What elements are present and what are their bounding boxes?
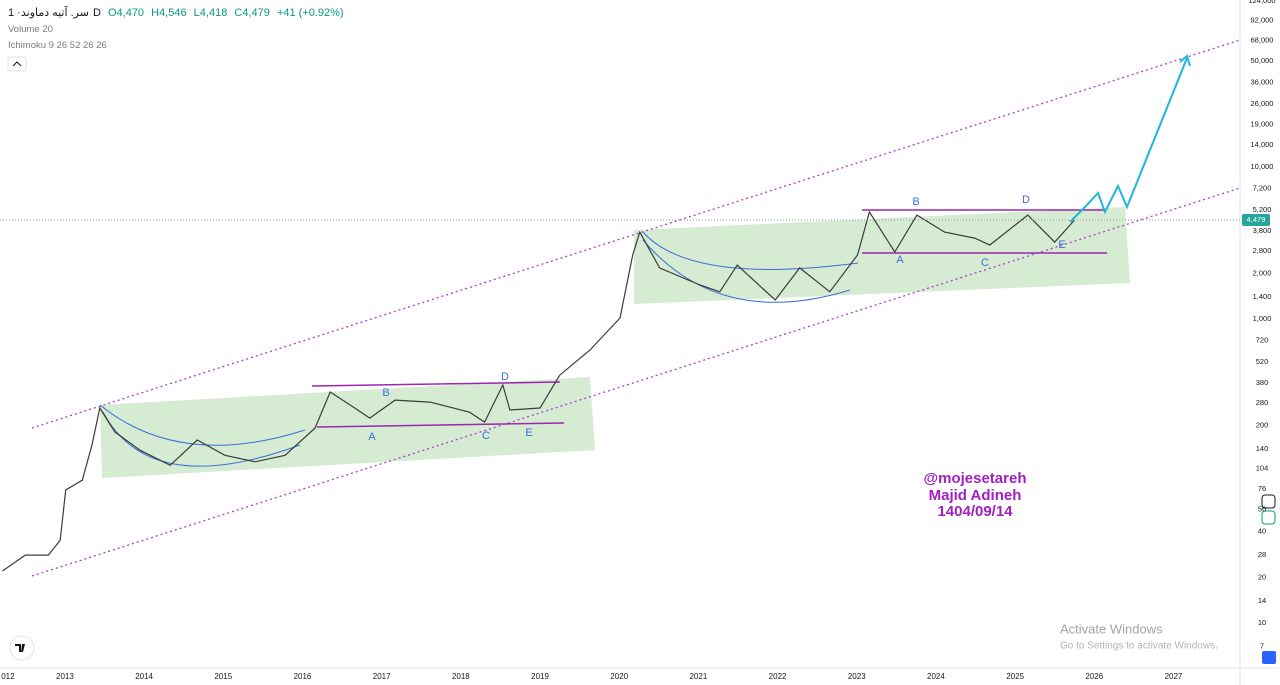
cup-arc bbox=[642, 231, 859, 270]
last-price-label: 4,479 bbox=[1247, 215, 1266, 224]
indicator[interactable]: Ichimoku 9 26 52 26 26 bbox=[8, 40, 107, 51]
y-tick-label: 10,000 bbox=[1251, 162, 1274, 171]
x-tick-label: 2014 bbox=[135, 672, 153, 681]
wave-label: A bbox=[368, 431, 376, 443]
side-icon[interactable] bbox=[1261, 510, 1276, 525]
y-tick-label: 3,800 bbox=[1253, 226, 1272, 235]
ohlc: L4,418 bbox=[193, 7, 228, 19]
y-tick-label: 7,200 bbox=[1253, 184, 1272, 193]
y-tick-label: 140 bbox=[1256, 444, 1269, 453]
y-tick-label: 380 bbox=[1256, 378, 1269, 387]
x-tick-label: 2023 bbox=[848, 672, 866, 681]
wave-label: D bbox=[501, 371, 509, 383]
ohlc: H4,546 bbox=[151, 7, 187, 19]
projection-arrow bbox=[1179, 54, 1191, 67]
collapse-icon bbox=[12, 61, 22, 67]
x-tick-label: 2022 bbox=[769, 672, 787, 681]
x-tick-label: 2020 bbox=[610, 672, 628, 681]
y-tick-label: 36,000 bbox=[1251, 77, 1274, 86]
y-tick-label: 5,200 bbox=[1253, 205, 1272, 214]
side-icon[interactable] bbox=[1262, 651, 1276, 664]
y-tick-label: 76 bbox=[1258, 484, 1266, 493]
wave-label: E bbox=[1058, 239, 1065, 251]
wave-label: C bbox=[981, 257, 989, 269]
y-tick-label: 520 bbox=[1256, 357, 1269, 366]
indicator[interactable]: Volume 20 bbox=[8, 24, 53, 35]
price-line bbox=[2, 210, 1075, 572]
watermark: Majid Adineh bbox=[929, 487, 1022, 504]
y-tick-label: 20 bbox=[1258, 572, 1266, 581]
y-tick-label: 720 bbox=[1256, 336, 1269, 345]
y-tick-label: 68,000 bbox=[1251, 35, 1274, 44]
y-tick-label: 56 bbox=[1258, 504, 1266, 513]
legend-header: سر. آتیه دماوند· 1D O4,470 H4,546 L4,418… bbox=[8, 7, 344, 19]
y-tick-label: 40 bbox=[1258, 527, 1266, 536]
x-tick-label: 2021 bbox=[689, 672, 707, 681]
change: +41 (+0.92%) bbox=[276, 7, 344, 19]
wave-label: A bbox=[896, 254, 904, 266]
x-tick-label: 2019 bbox=[531, 672, 549, 681]
collapse-button[interactable] bbox=[7, 56, 27, 72]
range-box bbox=[634, 207, 1130, 304]
y-tick-label: 28 bbox=[1258, 550, 1266, 559]
symbol: سر. آتیه دماوند bbox=[20, 7, 89, 19]
cup-arc bbox=[102, 411, 301, 467]
level-line bbox=[316, 422, 565, 428]
y-tick-label: 104 bbox=[1256, 463, 1269, 472]
x-tick-label: 2024 bbox=[927, 672, 945, 681]
y-tick-label: 2,000 bbox=[1253, 268, 1272, 277]
tv-logo bbox=[9, 635, 35, 661]
channel-line bbox=[31, 187, 1241, 577]
y-tick-label: 124,000 bbox=[1248, 0, 1275, 5]
y-tick-label: 14,000 bbox=[1251, 140, 1274, 149]
y-tick-label: 280 bbox=[1256, 398, 1269, 407]
x-tick-label: 2016 bbox=[294, 672, 312, 681]
y-tick-label: 7 bbox=[1260, 642, 1264, 651]
x-tick-label: 2025 bbox=[1006, 672, 1024, 681]
y-tick-label: 200 bbox=[1256, 420, 1269, 429]
watermark: 1404/09/14 bbox=[937, 503, 1013, 520]
x-tick-label: 2027 bbox=[1165, 672, 1183, 681]
os-notice-subtitle: Go to Settings to activate Windows. bbox=[1060, 641, 1218, 652]
y-tick-label: 1,400 bbox=[1253, 292, 1272, 301]
y-tick-label: 92,000 bbox=[1251, 16, 1274, 25]
x-tick-label: 2018 bbox=[452, 672, 470, 681]
last-price-tag bbox=[1242, 214, 1270, 227]
x-tick-label: 012 bbox=[1, 672, 15, 681]
projection bbox=[1069, 57, 1188, 223]
cup-arc bbox=[642, 239, 851, 303]
y-tick-label: 10 bbox=[1258, 618, 1266, 627]
range-box bbox=[100, 377, 595, 478]
wave-label: B bbox=[382, 387, 389, 399]
plot-area bbox=[0, 0, 1240, 668]
y-tick-label: 1,000 bbox=[1253, 314, 1272, 323]
y-tick-label: 14 bbox=[1258, 596, 1266, 605]
os-notice-title: Activate Windows bbox=[1060, 621, 1163, 636]
wave-label: C bbox=[482, 430, 490, 442]
level-line bbox=[311, 381, 561, 387]
y-tick-label: 19,000 bbox=[1251, 120, 1274, 129]
wave-label: B bbox=[912, 196, 919, 208]
cup-arc bbox=[99, 404, 306, 446]
x-tick-label: 2013 bbox=[56, 672, 74, 681]
x-tick-label: 2017 bbox=[373, 672, 391, 681]
wave-label: E bbox=[525, 427, 532, 439]
ohlc: O4,470 bbox=[107, 7, 145, 19]
watermark: @mojesetareh bbox=[923, 470, 1026, 487]
channel-line bbox=[31, 39, 1241, 429]
ohlc: C4,479 bbox=[234, 7, 270, 19]
wave-label: D bbox=[1022, 194, 1030, 206]
x-tick-label: 2015 bbox=[214, 672, 232, 681]
x-tick-label: 2026 bbox=[1085, 672, 1103, 681]
side-icon[interactable] bbox=[1261, 494, 1276, 509]
y-tick-label: 2,800 bbox=[1253, 246, 1272, 255]
y-tick-label: 50,000 bbox=[1251, 56, 1274, 65]
interval: 1D bbox=[8, 7, 101, 19]
y-tick-label: 26,000 bbox=[1251, 99, 1274, 108]
